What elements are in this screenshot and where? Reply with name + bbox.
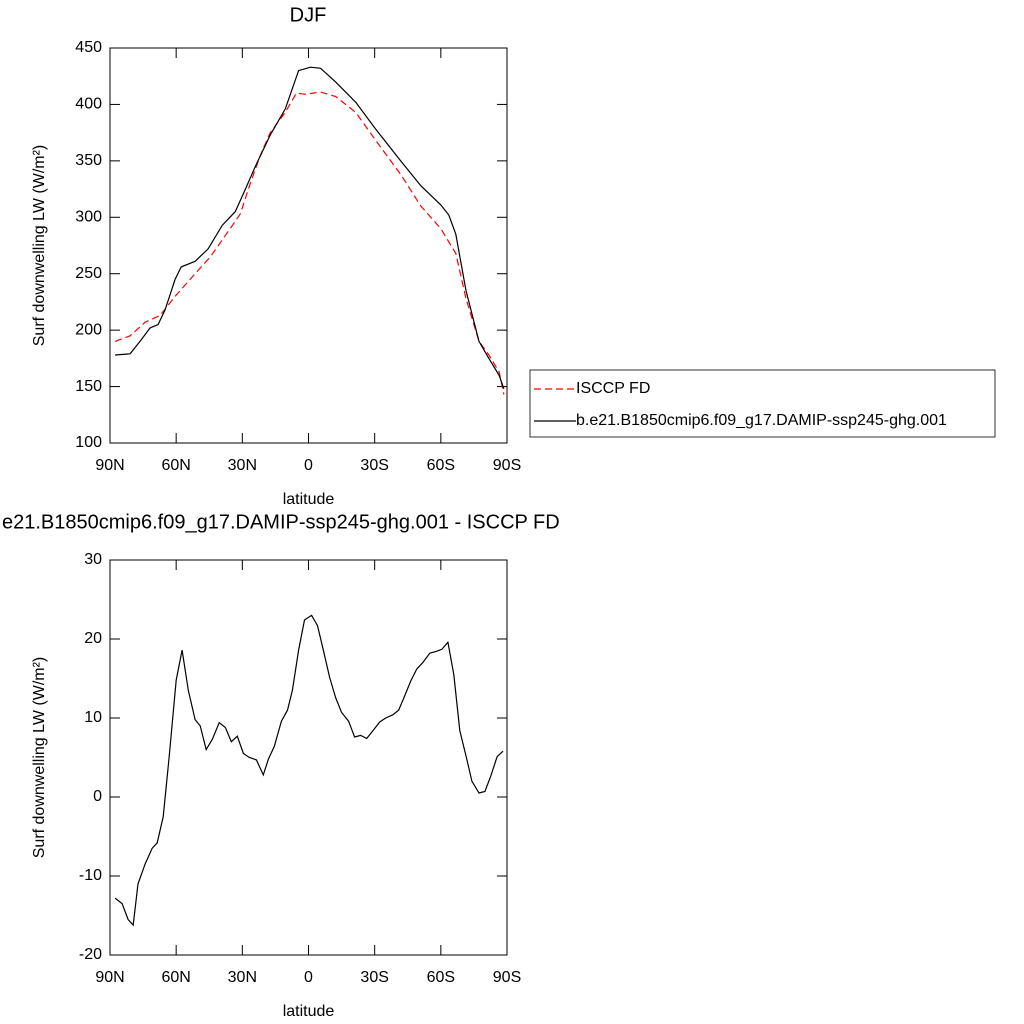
- x-tick-label: 60N: [161, 969, 190, 986]
- y-tick-label: 400: [75, 96, 102, 113]
- y-tick-label: 200: [75, 321, 102, 338]
- y-tick-label: 250: [75, 265, 102, 282]
- y-tick-label: 450: [75, 39, 102, 56]
- x-axis-label: latitude: [283, 491, 335, 508]
- chart-title: DJF: [290, 4, 327, 26]
- y-tick-label: 350: [75, 152, 102, 169]
- chart-title: e21.B1850cmip6.f09_g17.DAMIP-ssp245-ghg.…: [2, 511, 560, 533]
- y-tick-label: 100: [75, 434, 102, 451]
- y-tick-label: 20: [84, 630, 102, 647]
- plot-frame: [109, 47, 508, 444]
- x-tick-label: 60S: [427, 457, 455, 474]
- data-line: [114, 614, 504, 927]
- y-tick-label: -20: [79, 946, 102, 963]
- y-tick-label: 300: [75, 209, 102, 226]
- legend-box: [529, 369, 996, 438]
- x-tick-label: 90N: [95, 457, 124, 474]
- x-tick-label: 90S: [493, 969, 521, 986]
- legend-label: ISCCP FD: [576, 380, 650, 397]
- x-tick-label: 0: [304, 969, 313, 986]
- x-tick-label: 90S: [493, 457, 521, 474]
- y-tick-label: 150: [75, 378, 102, 395]
- x-tick-label: 60S: [427, 969, 455, 986]
- y-tick-label: 30: [84, 551, 102, 568]
- y-tick-label: -10: [79, 867, 102, 884]
- y-axis-label: Surf downwelling LW (W/m²): [31, 657, 48, 859]
- x-tick-label: 30N: [228, 457, 257, 474]
- x-tick-label: 90N: [95, 969, 124, 986]
- x-tick-label: 0: [304, 457, 313, 474]
- y-axis-label: Surf downwelling LW (W/m²): [31, 145, 48, 347]
- x-tick-label: 30S: [360, 969, 388, 986]
- y-tick-label: 0: [93, 788, 102, 805]
- data-line: [115, 66, 505, 390]
- x-tick-label: 30S: [360, 457, 388, 474]
- x-axis-label: latitude: [283, 1003, 335, 1020]
- x-tick-label: 60N: [161, 457, 190, 474]
- plot-frame: [109, 559, 508, 956]
- y-tick-label: 10: [84, 709, 102, 726]
- data-line: [114, 91, 505, 395]
- legend-label: b.e21.B1850cmip6.f09_g17.DAMIP-ssp245-gh…: [576, 412, 947, 429]
- x-tick-label: 30N: [228, 969, 257, 986]
